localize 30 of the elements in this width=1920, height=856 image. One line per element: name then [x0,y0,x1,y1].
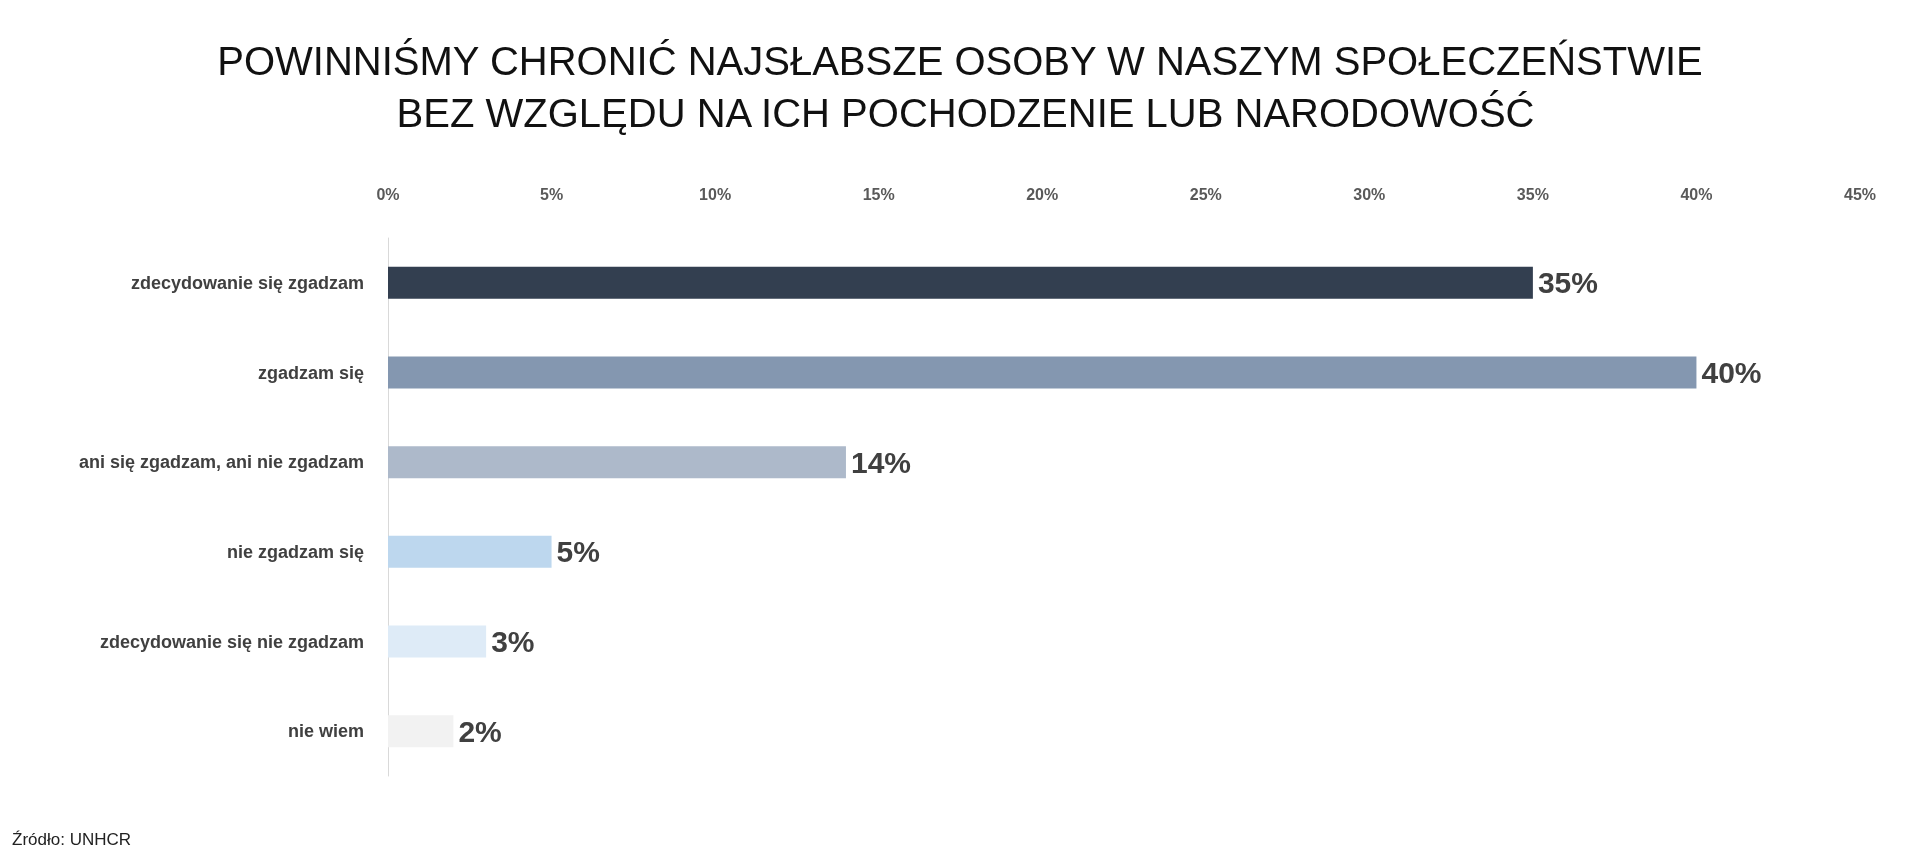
x-tick-label: 10% [699,185,732,203]
bar [388,715,454,748]
y-tick-label: zdecydowanie się nie zgadzam [99,631,364,652]
data-label: 40% [1701,356,1762,389]
x-tick-label: 30% [1353,185,1386,203]
data-label: 5% [556,535,600,569]
x-tick-label: 40% [1680,185,1713,203]
x-tick-label: 0% [376,185,400,203]
x-tick-label: 45% [1843,185,1877,203]
chart-title: POWINNIŚMY CHRONIĆ NAJSŁABSZE OSOBY W NASZYM SPOŁECZEŃSTWIE BEZ WZGLĘDU NA ICH POCHODZENIE LUB NARODOWOŚĆ [217,38,1703,135]
y-tick-label: nie wiem [287,721,364,742]
bar [388,266,1533,299]
y-tick-label: zdecydowanie się zgadzam [130,272,364,293]
data-label: 3% [491,625,535,658]
y-tick-label: ani się zgadzam, ani nie zgadzam [78,452,364,473]
y-tick-label: nie zgadzam się [226,541,364,562]
data-label: 2% [458,714,502,748]
text: Źródło: UNHCR [12,830,132,849]
data-label: 35% [1537,266,1598,300]
x-tick-label: 25% [1189,185,1222,203]
y-tick-label: zgadzam się [257,362,364,383]
bar [388,535,552,568]
x-tick-label: 5% [539,185,564,203]
x-tick-label: 20% [1026,185,1059,203]
bar [388,356,1697,389]
bar [388,446,846,479]
data-label: 14% [850,445,911,479]
x-tick-label: 35% [1516,185,1549,203]
bar [388,625,487,658]
x-tick-label: 15% [862,185,895,203]
